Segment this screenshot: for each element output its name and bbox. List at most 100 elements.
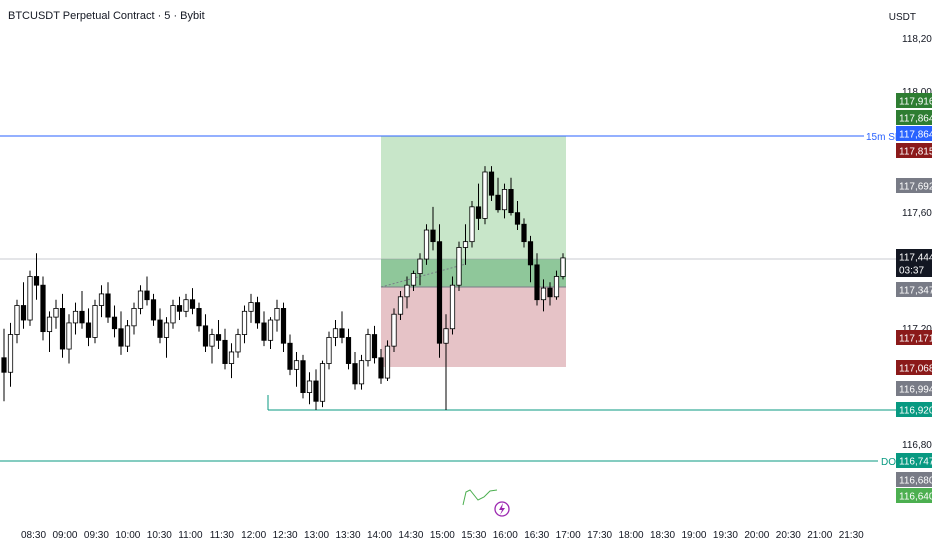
candle[interactable]	[59, 293, 66, 358]
lightning-icon[interactable]	[494, 501, 510, 517]
candle[interactable]	[131, 302, 137, 335]
candle[interactable]	[540, 279, 547, 312]
candle[interactable]	[254, 296, 261, 329]
candle[interactable]	[378, 349, 384, 384]
candle[interactable]	[150, 293, 157, 326]
candle[interactable]	[40, 276, 46, 341]
candle[interactable]	[521, 218, 527, 248]
candle[interactable]	[358, 354, 365, 390]
candle[interactable]	[404, 276, 410, 309]
price-badge-label: 117,692.7	[899, 182, 932, 193]
candle[interactable]	[560, 253, 566, 280]
candle[interactable]	[228, 343, 235, 379]
candle[interactable]	[495, 177, 501, 213]
candle[interactable]	[79, 290, 85, 329]
candle[interactable]	[222, 328, 228, 370]
time-tick: 11:00	[178, 530, 203, 541]
candle[interactable]	[417, 253, 423, 286]
candle[interactable]	[98, 285, 105, 318]
candle[interactable]	[300, 354, 306, 399]
candle[interactable]	[274, 299, 280, 332]
candle[interactable]	[287, 334, 293, 376]
candle[interactable]	[501, 183, 508, 219]
candle[interactable]	[14, 299, 20, 344]
candle[interactable]	[46, 311, 53, 352]
candle[interactable]	[332, 320, 339, 347]
candle[interactable]	[508, 177, 514, 216]
price-scale[interactable]: 118,200.0 118,000.0 117,600.0 117,200.0 …	[896, 0, 932, 550]
candle[interactable]	[345, 328, 352, 370]
candle[interactable]	[410, 270, 417, 291]
candle[interactable]	[339, 311, 345, 344]
candlestick-series[interactable]	[1, 166, 566, 410]
candle[interactable]	[53, 299, 59, 329]
candle[interactable]	[280, 302, 287, 352]
candle[interactable]	[85, 308, 92, 347]
time-tick: 14:30	[398, 530, 423, 541]
candle[interactable]	[462, 224, 469, 265]
candle[interactable]	[326, 331, 332, 370]
time-tick: 16:00	[493, 530, 518, 541]
candle[interactable]	[469, 201, 475, 248]
candle[interactable]	[235, 328, 241, 358]
candle[interactable]	[527, 235, 534, 283]
candle[interactable]	[319, 360, 326, 408]
candle[interactable]	[209, 328, 215, 364]
candle[interactable]	[33, 253, 40, 300]
candle[interactable]	[183, 293, 189, 318]
candle[interactable]	[66, 314, 72, 364]
candle[interactable]	[423, 224, 430, 265]
currency-label[interactable]: USDT	[888, 12, 916, 23]
candle[interactable]	[1, 328, 7, 402]
price-badge: 116,920.0	[896, 402, 932, 417]
candle[interactable]	[118, 311, 124, 355]
candle[interactable]	[92, 299, 98, 344]
candle[interactable]	[371, 325, 378, 364]
candle[interactable]	[430, 206, 436, 251]
candle[interactable]	[241, 305, 248, 344]
candle[interactable]	[456, 241, 462, 291]
candle[interactable]	[547, 282, 553, 306]
candle[interactable]	[293, 351, 300, 387]
candle[interactable]	[352, 351, 358, 390]
candle[interactable]	[365, 328, 371, 367]
candle[interactable]	[313, 369, 319, 410]
candle[interactable]	[124, 320, 131, 352]
candle[interactable]	[514, 201, 521, 231]
candle[interactable]	[391, 308, 397, 352]
candle[interactable]	[449, 276, 456, 335]
time-axis[interactable]: 08:30 09:00 09:30 10:00 10:30 11:00 11:30 12:00…	[21, 530, 864, 541]
candle[interactable]	[534, 253, 540, 306]
candle[interactable]	[436, 224, 443, 358]
candle[interactable]	[553, 270, 560, 300]
candle[interactable]	[475, 183, 482, 231]
candle[interactable]	[157, 308, 163, 344]
candle[interactable]	[196, 302, 202, 332]
loss-zone[interactable]	[381, 287, 566, 367]
candle[interactable]	[482, 166, 488, 225]
candle[interactable]	[105, 282, 111, 323]
candle[interactable]	[144, 276, 150, 306]
candle[interactable]	[163, 317, 170, 358]
candle[interactable]	[176, 296, 183, 321]
candle[interactable]	[384, 340, 391, 381]
candle[interactable]	[27, 270, 33, 326]
candle[interactable]	[443, 314, 449, 410]
candle[interactable]	[202, 314, 209, 352]
candle[interactable]	[261, 311, 267, 347]
candle[interactable]	[189, 288, 196, 315]
candle[interactable]	[215, 320, 222, 350]
candle[interactable]	[267, 317, 274, 350]
candle[interactable]	[488, 166, 495, 202]
candle[interactable]	[20, 282, 27, 329]
candle[interactable]	[7, 322, 14, 387]
candle[interactable]	[137, 285, 144, 315]
candle[interactable]	[170, 299, 176, 329]
candle[interactable]	[72, 302, 79, 335]
position-path	[380, 263, 467, 288]
candle[interactable]	[397, 290, 404, 321]
candle[interactable]	[248, 293, 254, 323]
candle[interactable]	[111, 305, 118, 338]
candle[interactable]	[306, 372, 313, 405]
